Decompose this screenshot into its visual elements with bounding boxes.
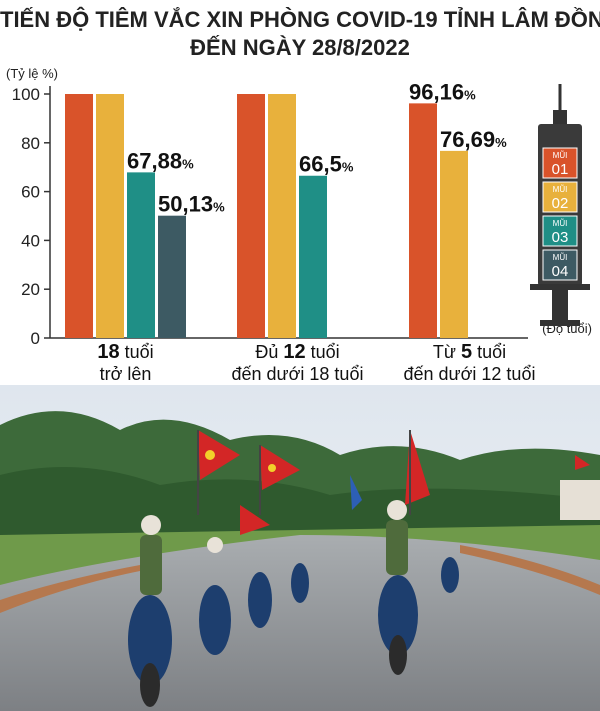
bar-dose-03 [299,175,327,338]
syringe-flange [530,284,590,290]
syringe-hub [553,110,567,124]
syringe-dose-03 [542,215,578,247]
y-tick-label: 0 [31,329,40,348]
motorcycle-parade-photo [0,385,600,711]
bar-dose-03 [127,172,155,338]
data-label: 50,13% [158,192,225,217]
category-label-line2: trở lên [100,364,152,384]
dose-number: 02 [552,195,569,212]
syringe-dose-04 [542,249,578,281]
bar-dose-01 [65,94,93,338]
title-line-1: TIẾN ĐỘ TIÊM VẮC XIN PHÒNG COVID-19 TỈNH… [0,7,600,32]
syringe-dose-02 [542,181,578,213]
dose-number: 03 [552,229,569,246]
syringe-dose-01 [542,147,578,179]
dose-word: MŨI [553,219,568,228]
syringe-plunger-head [540,320,580,326]
page-title: TIẾN ĐỘ TIÊM VẮC XIN PHÒNG COVID-19 TỈNH… [0,6,600,62]
y-tick-label: 80 [21,134,40,153]
category-label-line1: Từ 5 tuổi [433,341,506,363]
y-tick-label: 40 [21,231,40,250]
dose-word: MŨI [553,151,568,160]
title-line-2: ĐẾN NGÀY 28/8/2022 [190,35,410,60]
syringe-plunger [552,290,568,322]
data-label: 66,5% [299,152,354,177]
chart-bars: 67,88% 50,13% 66,5% 96,16% 76,69% [65,79,507,338]
dose-word: MŨI [553,253,568,262]
bar-dose-02 [96,94,124,338]
dose-number: 04 [552,263,569,280]
category-label-line1: 18 tuổi [97,341,153,363]
bar-dose-04 [158,215,186,338]
dose-word: MŨI [553,185,568,194]
dose-number: 01 [552,161,569,178]
y-tick-label: 60 [21,183,40,202]
y-axis-label: (Tỷ lệ %) [6,66,58,81]
category-label-line2: đến dưới 18 tuổi [232,364,364,384]
bar-dose-01 [237,94,265,338]
bar-dose-02 [268,94,296,338]
data-label: 67,88% [127,148,194,173]
y-tick-label: 100 [12,85,40,104]
data-label: 96,16% [409,79,476,104]
bar-dose-01 [409,103,437,338]
category-label-line2: đến dưới 12 tuổi [404,364,536,384]
category-label-line1: Đủ 12 tuổi [255,341,339,363]
data-label: 76,69% [440,127,507,152]
y-tick-label: 20 [21,280,40,299]
bar-dose-02 [440,150,468,338]
